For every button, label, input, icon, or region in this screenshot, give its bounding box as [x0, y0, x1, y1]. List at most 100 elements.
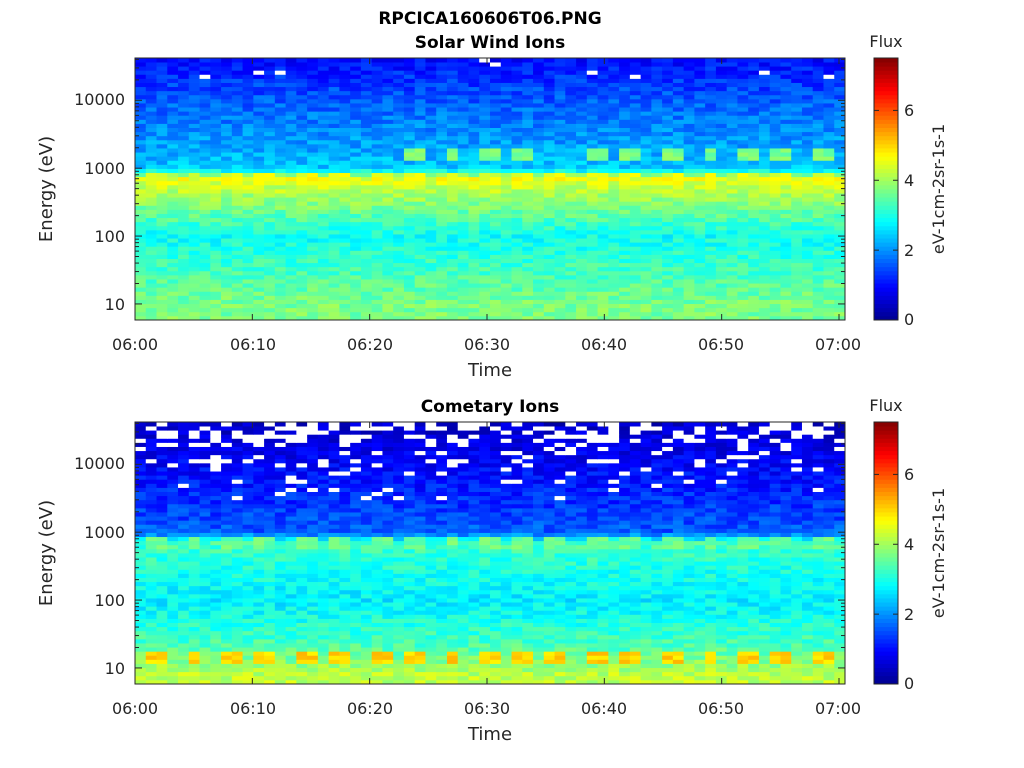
heatmap-cell — [371, 123, 383, 128]
heatmap-cell — [242, 94, 254, 100]
heatmap-cell — [758, 311, 771, 317]
heatmap-cell — [608, 123, 620, 128]
heatmap-cell — [210, 58, 222, 63]
heatmap-cell — [651, 262, 663, 268]
heatmap-cell — [307, 98, 319, 104]
heatmap-cell — [414, 160, 426, 165]
heatmap-cell — [425, 291, 437, 296]
heatmap-cell — [586, 131, 598, 137]
heatmap-cell — [737, 176, 749, 182]
heatmap-cell — [758, 221, 771, 227]
heatmap-cell — [468, 119, 480, 124]
heatmap-cell — [317, 279, 330, 284]
heatmap-cell — [274, 201, 287, 206]
heatmap-cell — [199, 262, 211, 268]
heatmap-cell — [156, 295, 168, 300]
heatmap-cell — [350, 168, 362, 174]
heatmap-cell — [640, 295, 652, 300]
heatmap-cell — [748, 131, 760, 137]
heatmap-cell — [522, 135, 534, 141]
heatmap-cell — [651, 180, 663, 186]
heatmap-cell — [565, 172, 577, 178]
heatmap-cell — [694, 225, 706, 231]
heatmap-cell — [274, 148, 287, 153]
heatmap-cell — [307, 250, 319, 255]
heatmap-cell — [178, 229, 190, 235]
heatmap-cell — [350, 107, 362, 112]
heatmap-cell — [274, 78, 287, 83]
heatmap-cell — [307, 168, 319, 174]
heatmap-cell — [317, 62, 330, 67]
heatmap-cell — [748, 287, 760, 292]
heatmap-cell — [801, 86, 814, 92]
heatmap-cell — [586, 135, 598, 141]
heatmap-cell — [468, 90, 480, 96]
heatmap-cell — [317, 74, 330, 79]
heatmap-cell — [576, 675, 588, 681]
heatmap-cell — [403, 266, 416, 272]
heatmap-cell — [801, 675, 814, 681]
heatmap-cell — [565, 659, 577, 664]
heatmap-cell — [264, 221, 276, 227]
heatmap-cell — [307, 184, 319, 190]
heatmap-cell — [274, 90, 287, 96]
heatmap-cell — [210, 258, 222, 264]
heatmap-cell — [457, 209, 469, 214]
heatmap-cell — [307, 135, 319, 141]
heatmap-cell — [672, 90, 685, 96]
heatmap-cell — [231, 315, 243, 321]
heatmap-cell — [371, 283, 383, 288]
heatmap-cell — [156, 254, 168, 259]
heatmap-cell — [178, 663, 190, 669]
heatmap-cell — [414, 679, 426, 685]
colorbar-segment — [874, 266, 898, 272]
heatmap-cell — [672, 655, 685, 660]
heatmap-cell — [274, 66, 287, 71]
heatmap-cell — [253, 184, 265, 190]
heatmap-cell — [834, 70, 846, 75]
heatmap-cell — [360, 115, 373, 120]
heatmap-cell — [199, 127, 211, 133]
heatmap-cell — [694, 295, 706, 300]
heatmap-cell — [382, 295, 394, 300]
heatmap-cell — [823, 217, 835, 223]
heatmap-cell — [167, 135, 179, 141]
heatmap-cell — [715, 103, 728, 108]
heatmap-cell — [705, 107, 717, 112]
heatmap-cell — [145, 189, 157, 194]
heatmap-cell — [748, 291, 760, 296]
heatmap-cell — [801, 307, 814, 313]
heatmap-cell — [360, 217, 373, 223]
heatmap-cell — [586, 127, 598, 133]
heatmap-cell — [403, 274, 416, 280]
heatmap-cell — [651, 82, 663, 88]
heatmap-cell — [436, 148, 448, 153]
heatmap-cell — [672, 111, 685, 116]
heatmap-cell — [694, 172, 706, 178]
heatmap-cell — [522, 283, 534, 288]
heatmap-cell — [522, 98, 534, 104]
heatmap-cell — [274, 139, 287, 145]
heatmap-cell — [350, 254, 362, 259]
heatmap-cell — [791, 254, 803, 259]
heatmap-cell — [511, 262, 523, 268]
heatmap-cell — [619, 127, 631, 133]
heatmap-cell — [468, 262, 480, 268]
heatmap-cell — [382, 221, 394, 227]
heatmap-cell — [145, 94, 157, 100]
heatmap-cell — [511, 254, 523, 259]
heatmap-cell — [640, 176, 652, 182]
heatmap-cell — [382, 123, 394, 128]
heatmap-cell — [285, 98, 297, 104]
heatmap-cell — [597, 193, 609, 198]
heatmap-cell — [479, 679, 491, 685]
heatmap-cell — [619, 86, 631, 92]
heatmap-cell — [522, 667, 534, 673]
heatmap-cell — [565, 221, 577, 227]
heatmap-cell — [522, 659, 534, 664]
heatmap-cell — [360, 262, 373, 268]
heatmap-cell — [178, 143, 190, 149]
heatmap-cell — [221, 238, 233, 243]
heatmap-cell — [403, 675, 416, 681]
heatmap-cell — [360, 242, 373, 247]
